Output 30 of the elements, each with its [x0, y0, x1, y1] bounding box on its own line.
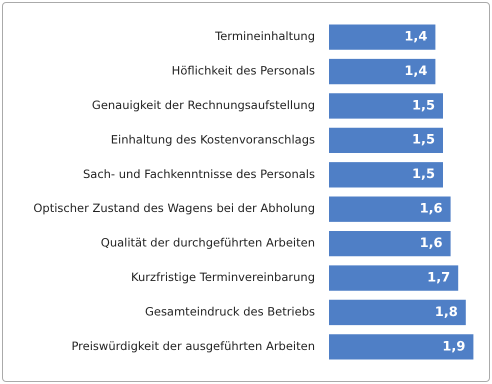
data-label: 1,6 [420, 202, 443, 217]
y-tick-label: Gesamteindruck des Betriebs [144, 304, 315, 318]
y-tick-label: Qualität der durchgeführten Arbeiten [100, 236, 315, 250]
y-tick-label: Kurzfristige Terminvereinbarung [131, 270, 315, 284]
y-tick-label: Optischer Zustand des Wagens bei der Abholung [33, 201, 315, 216]
bar [329, 265, 458, 291]
bar [329, 58, 436, 84]
y-tick-label: Sach- und Fachkenntnisse des Personals [82, 166, 315, 181]
bar [329, 24, 436, 50]
y-tick-label: Höflichkeit des Personals [172, 64, 315, 78]
bar [329, 128, 443, 154]
data-label: 1,4 [404, 29, 428, 44]
bar [329, 162, 443, 188]
data-label: 1,5 [412, 132, 435, 148]
data-label: 1,5 [412, 98, 435, 114]
bar [329, 300, 466, 326]
data-label: 1,8 [434, 304, 458, 320]
y-tick-label: Genauigkeit der Rechnungsaufstellung [92, 98, 315, 112]
data-label: 1,4 [404, 64, 428, 79]
y-tick-label: Preiswürdigkeit der ausgeführten Arbeiten [71, 338, 315, 353]
data-label: 1,6 [420, 236, 443, 252]
bar [329, 93, 443, 119]
bar [329, 230, 451, 256]
y-tick-label: Termineinhaltung [214, 29, 315, 44]
data-label: 1,7 [427, 270, 450, 286]
bar [329, 196, 451, 222]
y-tick-label: Einhaltung des Kostenvoranschlags [110, 132, 315, 146]
data-label: 1,9 [442, 339, 466, 354]
data-label: 1,5 [412, 167, 435, 182]
bar [329, 334, 474, 360]
